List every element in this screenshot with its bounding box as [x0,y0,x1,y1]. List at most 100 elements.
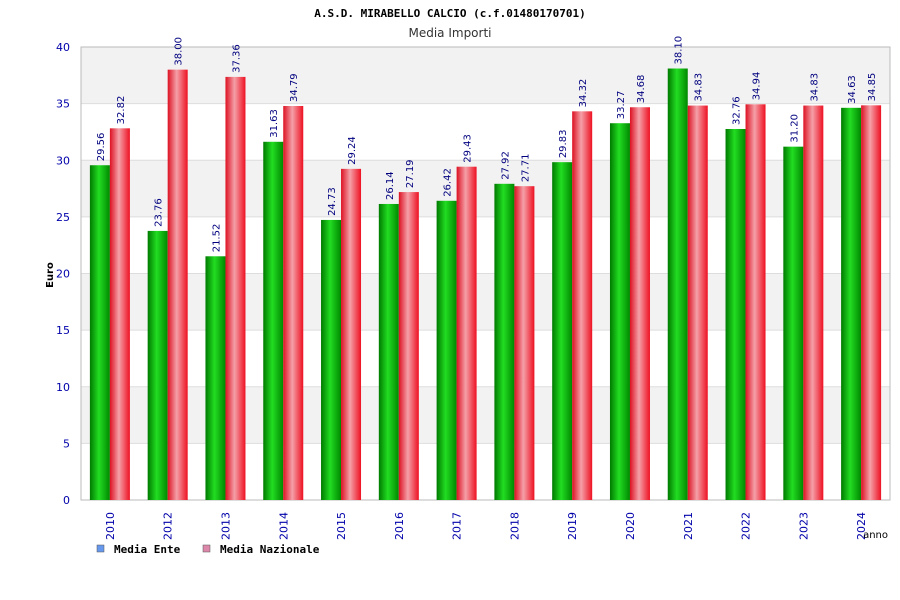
grid-band [81,330,890,387]
chart-title: A.S.D. MIRABELLO CALCIO (c.f.01480170701… [314,7,586,20]
data-label: 29.83 [558,130,569,159]
bar-media-ente [378,203,399,501]
data-label: 34.68 [636,75,647,104]
bar-media-nazionale [572,111,593,501]
bar-media-ente [205,256,226,500]
data-label: 21.52 [211,224,222,253]
y-tick-label: 5 [63,437,70,450]
y-tick-label: 15 [56,324,70,337]
bar-media-nazionale [514,186,535,500]
bar-media-nazionale [167,69,188,501]
data-label: 34.83 [694,73,705,102]
bars: 29.56 32.82 23.76 38.00 21.52 37.36 31.63 34.79… [89,36,882,501]
x-axis-label: anno [863,530,888,541]
data-label: 26.14 [385,171,396,200]
x-tick-label: 2016 [393,512,406,540]
bar-media-nazionale [687,105,708,501]
bar-media-ente [725,128,746,501]
bar-media-ente [841,107,862,500]
data-label: 29.56 [96,133,107,162]
y-tick-label: 10 [56,381,70,394]
x-tick-label: 2018 [508,512,521,540]
x-axis: 2010 2012 2013 2014 2015 2016 2017 2018 2019 2020… [104,512,868,540]
y-tick-label: 25 [56,211,70,224]
bar-media-nazionale [398,192,419,501]
legend-label-media-ente: Media Ente [114,543,181,556]
bar-media-ente [667,68,688,500]
x-tick-label: 2024 [855,512,868,540]
data-label: 34.32 [578,79,589,108]
plot-frame [80,46,891,501]
bar-media-nazionale [745,104,766,500]
data-label: 33.27 [616,91,627,120]
grid-band [81,103,890,161]
x-tick-label: 2022 [740,512,753,540]
bar-media-nazionale [861,105,882,500]
bar-media-nazionale [283,106,304,501]
data-label: 26.42 [443,168,454,197]
bar-media-ente [263,141,284,500]
data-label: 34.63 [847,75,858,104]
bar-media-nazionale [341,168,362,500]
data-label: 29.43 [463,134,474,163]
y-tick-label: 20 [56,268,70,281]
bar-media-ente [494,183,515,500]
bar-media-nazionale [803,105,824,501]
legend-swatch-media-ente [96,544,105,553]
legend-swatch-media-nazionale [202,544,211,553]
x-tick-label: 2013 [219,512,232,540]
data-label: 38.00 [174,37,185,66]
bar-media-ente [783,146,804,500]
data-label: 31.63 [269,109,280,138]
legend-label-media-nazionale: Media Nazionale [220,543,320,556]
x-tick-label: 2021 [682,512,695,540]
data-label: 34.83 [809,73,820,102]
y-tick-label: 35 [56,98,70,111]
data-label: 38.10 [674,36,685,65]
x-tick-label: 2019 [566,512,579,540]
bar-media-nazionale [629,107,650,501]
data-label: 23.76 [154,198,165,227]
data-label: 37.36 [231,44,242,73]
data-label: 34.94 [752,72,763,101]
chart-subtitle: Media Importi [408,26,491,40]
grid-band [81,47,890,104]
data-label: 34.79 [289,73,300,102]
x-tick-label: 2023 [797,512,810,540]
data-label: 27.19 [405,159,416,188]
y-axis: 0 5 10 15 20 25 30 35 40 [56,41,70,507]
grid-band [81,160,890,217]
x-tick-label: 2012 [162,512,175,540]
x-tick-label: 2017 [451,512,464,540]
data-label: 29.24 [347,136,358,165]
x-tick-label: 2014 [277,512,290,540]
data-label: 32.76 [732,96,743,125]
data-label: 32.82 [116,96,127,125]
plot-area [80,46,891,501]
data-label: 31.20 [789,114,800,143]
x-tick-label: 2020 [624,512,637,540]
grid-band [81,273,890,331]
grid-band [81,386,890,444]
x-tick-label: 2015 [335,512,348,540]
bar-media-nazionale [456,166,477,500]
bar-media-ente [436,200,457,500]
data-label: 27.71 [520,154,531,183]
data-label: 34.85 [867,73,878,102]
y-axis-label: Euro [45,262,56,288]
grid-band [81,443,890,500]
y-tick-label: 30 [56,154,70,167]
grid-band [81,216,890,274]
x-tick-label: 2010 [104,512,117,540]
bar-media-nazionale [109,128,130,500]
y-tick-label: 0 [63,494,70,507]
bar-media-ente [147,230,168,500]
bar-media-ente [321,219,342,501]
bar-media-ente [89,165,110,500]
y-tick-label: 40 [56,41,70,54]
bar-media-nazionale [225,76,246,500]
legend: Media Ente Media Nazionale [96,543,320,556]
bar-media-ente [552,162,573,501]
bar-media-ente [609,123,630,500]
